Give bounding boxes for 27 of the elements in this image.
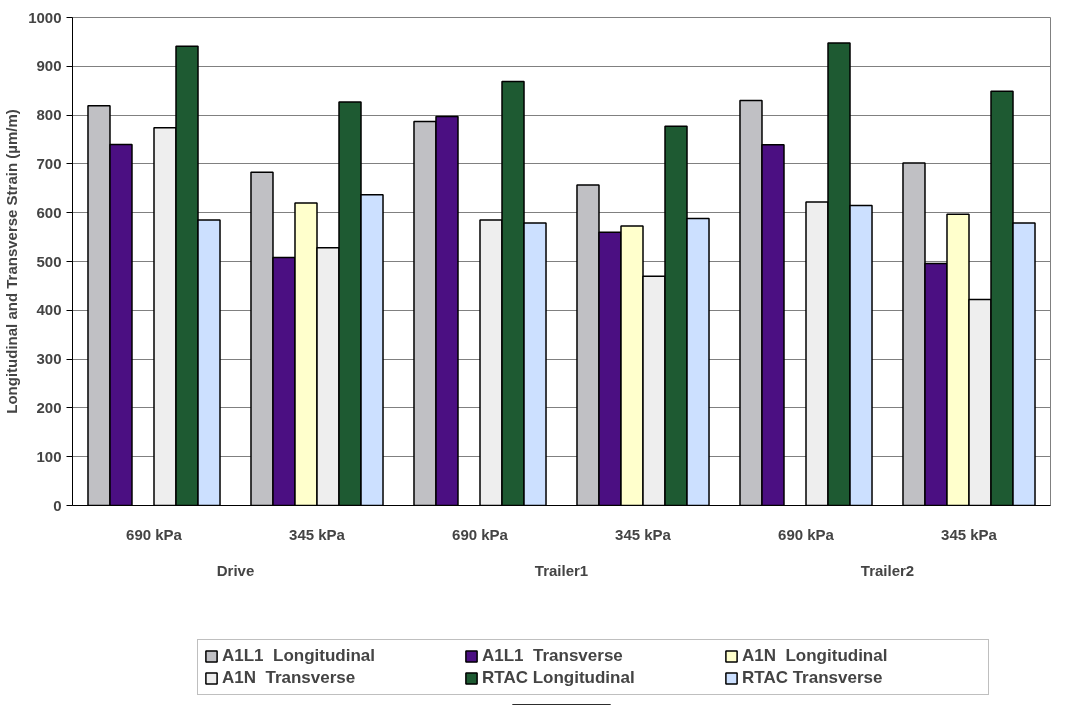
y-tick-label: 900: [36, 57, 62, 75]
legend-label: RTAC Transverse: [742, 668, 884, 688]
x-tick-label: 345 kPa: [289, 525, 346, 543]
y-tick-label: 400: [36, 301, 62, 319]
text: Trailer2: [860, 561, 915, 579]
text: Trailer1: [534, 561, 589, 579]
legend-label: A1L1 Transverse: [482, 646, 624, 666]
legend-label: A1N Longitudinal: [742, 646, 889, 666]
x-tick-label: 690 kPa: [778, 525, 835, 543]
y-tick-label: 0: [53, 496, 62, 514]
y-tick-label: 300: [36, 350, 62, 368]
legend-label: A1L1 Longitudinal: [222, 646, 376, 666]
y-tick-label: 500: [36, 252, 62, 270]
x-tick-label: 345 kPa: [941, 525, 998, 543]
y-tick-label: 200: [36, 398, 62, 416]
legend-label: A1N Transverse: [222, 668, 357, 688]
y-tick-label: 1000: [28, 8, 62, 26]
legend-label: RTAC Longitudinal: [482, 668, 636, 688]
x-tick-label: 345 kPa: [615, 525, 672, 543]
y-axis-title: Longitudinal and Transverse Strain (µm/m): [3, 109, 21, 414]
y-tick-label: 600: [36, 203, 62, 221]
y-tick-label: 800: [36, 106, 62, 124]
text: Drive: [216, 561, 255, 579]
x-tick-label: 690 kPa: [452, 525, 509, 543]
y-tick-label: 700: [36, 154, 62, 172]
y-tick-label: 100: [36, 447, 62, 465]
x-tick-label: 690 kPa: [126, 525, 183, 543]
